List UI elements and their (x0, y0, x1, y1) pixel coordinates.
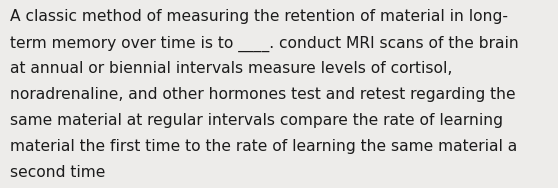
Text: at annual or biennial intervals measure levels of cortisol,: at annual or biennial intervals measure … (10, 61, 453, 76)
Text: same material at regular intervals compare the rate of learning: same material at regular intervals compa… (10, 113, 503, 128)
Text: term memory over time is to ____. conduct MRI scans of the brain: term memory over time is to ____. conduc… (10, 35, 519, 52)
Text: noradrenaline, and other hormones test and retest regarding the: noradrenaline, and other hormones test a… (10, 87, 516, 102)
Text: A classic method of measuring the retention of material in long-: A classic method of measuring the retent… (10, 9, 508, 24)
Text: second time: second time (10, 165, 105, 180)
Text: material the first time to the rate of learning the same material a: material the first time to the rate of l… (10, 139, 517, 154)
